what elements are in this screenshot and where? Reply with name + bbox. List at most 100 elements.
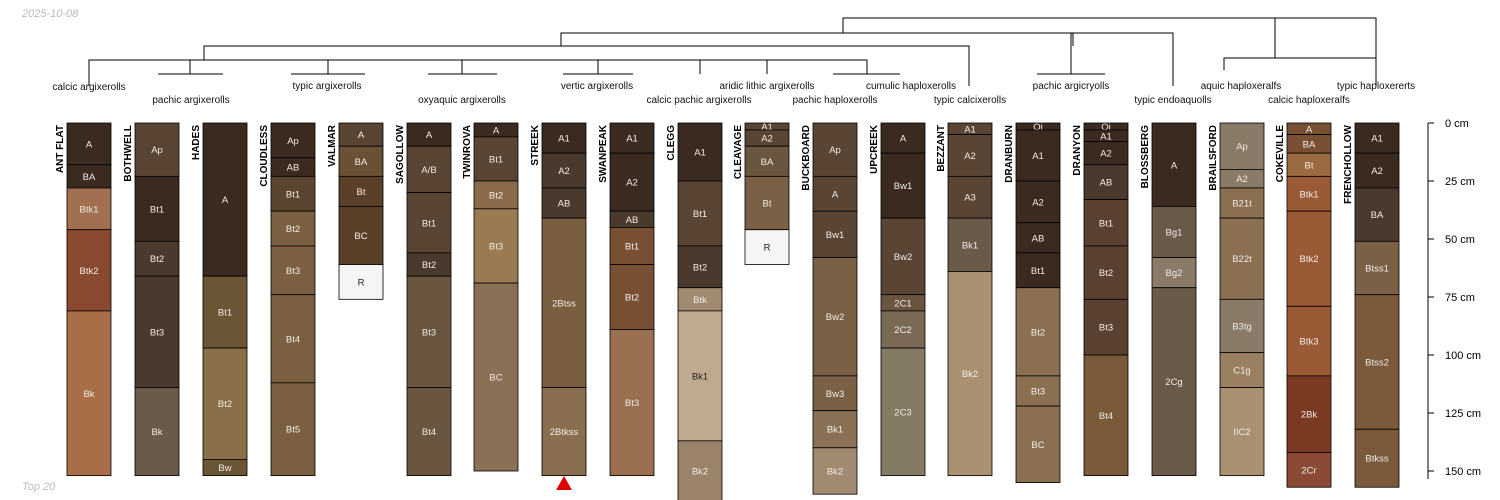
horizon <box>406 192 452 254</box>
horizon-label: Btss2 <box>1365 357 1389 368</box>
horizon-label: A <box>1171 160 1178 171</box>
horizon-label: A <box>900 134 907 145</box>
horizon-label: Btk1 <box>1299 189 1318 200</box>
horizon <box>744 175 790 231</box>
horizon <box>609 329 655 477</box>
horizon <box>270 122 316 159</box>
horizon-label: AB <box>287 163 300 174</box>
horizon <box>1286 452 1332 488</box>
taxon-label: vertic argixerolls <box>561 81 633 92</box>
horizon-label: A2 <box>761 134 773 145</box>
profile-name: BLOSSBERG <box>1140 125 1151 189</box>
horizon-label: Ap <box>287 136 299 147</box>
axis-tick-label: 75 cm <box>1445 292 1475 304</box>
horizon-label: 2Btkss <box>550 427 579 438</box>
horizon-label: Bk2 <box>962 369 978 380</box>
profile-name: ANT FLAT <box>55 125 66 173</box>
horizon-label: A1 <box>626 134 638 145</box>
axis-tick-label: 125 cm <box>1445 408 1481 420</box>
profile-name: CLEGG <box>666 125 677 161</box>
horizon-label: Bt <box>357 187 366 198</box>
horizon-label: Btk2 <box>79 266 98 277</box>
horizon <box>1151 122 1197 207</box>
horizon-label: A2 <box>558 166 570 177</box>
horizon <box>541 122 587 154</box>
horizon <box>812 375 858 412</box>
horizon-label: Btkss <box>1365 454 1388 465</box>
horizon-label: BA <box>1371 210 1384 221</box>
taxon-label: oxyaquic argixerolls <box>418 95 506 106</box>
horizon <box>338 145 384 177</box>
horizon-label: Btk <box>693 295 707 306</box>
horizon-label: Bk1 <box>692 371 708 382</box>
profile-name: STREEK <box>530 124 541 165</box>
profile-name: DRANBURN <box>1004 125 1015 183</box>
horizon-label: Bt3 <box>422 327 436 338</box>
horizon <box>1083 354 1129 477</box>
horizon <box>1219 187 1265 219</box>
date-stamp: 2025-10-08 <box>22 8 79 20</box>
horizon-label: Oi <box>1101 122 1111 133</box>
horizon-label: A <box>358 130 365 141</box>
taxon-label: calcic argixerolls <box>52 82 125 93</box>
horizon-label: Bt2 <box>286 224 300 235</box>
horizon-label: A/B <box>421 165 436 176</box>
profile-name: FRENCHOLLOW <box>1343 124 1354 203</box>
horizon-label: B3tg <box>1232 322 1252 333</box>
horizon <box>473 136 519 182</box>
profile-name: DRANYON <box>1072 125 1083 176</box>
horizon <box>812 410 858 449</box>
profile-name: UPCREEK <box>869 124 880 174</box>
horizon-label: A1 <box>1032 151 1044 162</box>
horizon-label: A1 <box>1100 131 1112 142</box>
horizon-label: Bk2 <box>827 467 843 478</box>
horizon <box>202 347 248 460</box>
highlight-marker <box>556 476 572 490</box>
axis-tick-label: 25 cm <box>1445 176 1475 188</box>
horizon <box>134 175 180 242</box>
horizon-label: Bk <box>151 427 162 438</box>
horizon-label: A2 <box>964 151 976 162</box>
horizon-label: Bt4 <box>422 427 436 438</box>
horizon <box>338 206 384 265</box>
profile-name: CLEAVAGE <box>733 125 744 179</box>
horizon <box>473 180 519 210</box>
taxon-label: aquic haploxeralfs <box>1201 81 1282 92</box>
horizon-label: Bw <box>218 463 231 474</box>
horizon-label: C1g <box>1233 366 1250 377</box>
axis-tick-label: 50 cm <box>1445 234 1475 246</box>
horizon <box>270 210 316 247</box>
horizon-label: BA <box>1303 139 1316 150</box>
horizon-label: 2Cg <box>1165 377 1182 388</box>
horizon <box>677 180 723 247</box>
horizon-label: Bt1 <box>286 189 300 200</box>
dendro-branch <box>560 32 1074 46</box>
horizon <box>1219 298 1265 354</box>
horizon <box>1219 122 1265 170</box>
horizon-label: Bt2 <box>489 190 503 201</box>
horizon <box>1286 210 1332 307</box>
horizon-label: A <box>86 139 93 150</box>
horizon-label: Bt1 <box>1099 218 1113 229</box>
horizon <box>66 122 112 166</box>
horizon-label: Ap <box>151 145 163 156</box>
horizon-label: A2 <box>1100 149 1112 160</box>
horizon <box>1151 287 1197 477</box>
horizon-label: Bt3 <box>286 266 300 277</box>
horizon <box>134 275 180 388</box>
horizon <box>270 382 316 477</box>
horizon <box>202 275 248 349</box>
horizon-label: Bt2 <box>1099 268 1113 279</box>
horizon-label: R <box>764 243 771 254</box>
horizon-label: Bt4 <box>286 334 300 345</box>
horizon-label: AB <box>1100 178 1113 189</box>
horizon-label: BA <box>83 172 96 183</box>
horizon-label: Bt2 <box>150 254 164 265</box>
taxon-label: typic calcixerolls <box>934 95 1006 106</box>
horizon-label: Bw2 <box>826 312 844 323</box>
soil-profile: CLOUDLESS Ap AB Bt1 Bt2 Bt3 Bt4 Bt5 <box>259 122 316 477</box>
horizon-label: Bw3 <box>826 389 844 400</box>
horizon <box>66 310 112 477</box>
